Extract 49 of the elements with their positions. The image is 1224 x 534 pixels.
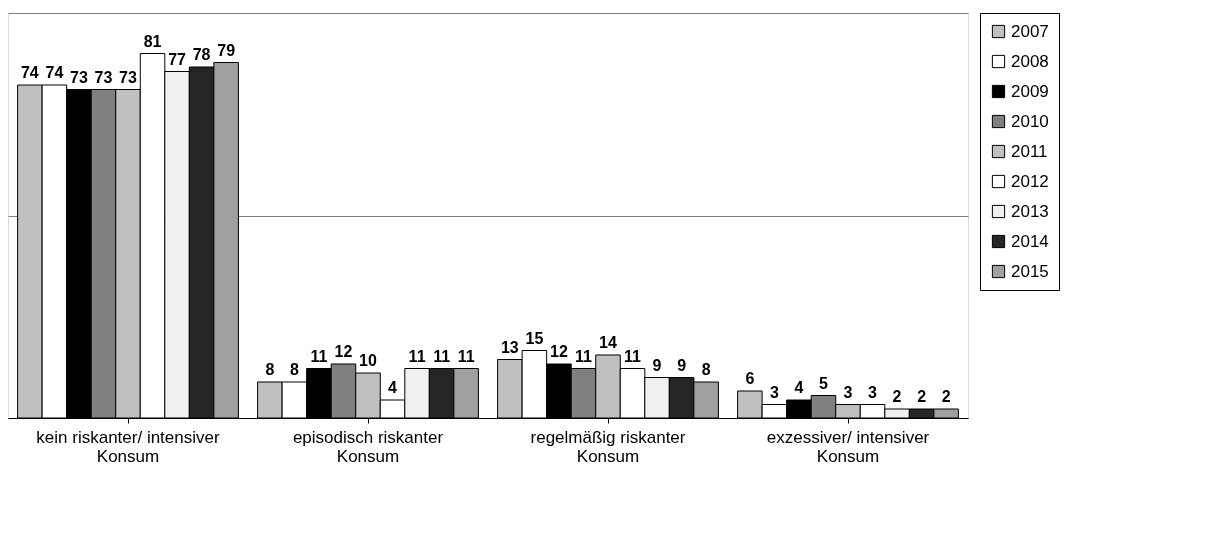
data-label: 73 [70, 68, 88, 86]
x-tick-label: regelmäßig riskanter Konsum [530, 427, 686, 466]
data-label: 4 [388, 379, 398, 396]
data-label: 8 [289, 361, 299, 378]
data-label: 10 [359, 352, 377, 369]
data-label: 8 [701, 361, 711, 378]
data-label: 11 [310, 347, 328, 365]
data-label: 78 [192, 46, 211, 63]
data-label: 6 [745, 370, 755, 387]
legend-label: 2014 [1011, 231, 1049, 251]
x-tick-label: kein riskanter/ intensiver Konsum [36, 427, 220, 466]
legend-label: 2011 [1011, 141, 1048, 161]
data-label: 3 [868, 383, 878, 401]
legend-label: 2012 [1011, 171, 1049, 191]
data-label: 9 [652, 356, 662, 374]
data-label: 3 [769, 383, 779, 401]
data-label: 73 [119, 68, 137, 86]
legend-label: 2013 [1011, 201, 1049, 221]
data-label: 2 [892, 388, 902, 405]
data-label: 73 [94, 68, 113, 86]
data-label: 14 [599, 334, 617, 351]
legend-label: 2007 [1011, 21, 1049, 41]
data-label: 74 [45, 64, 64, 81]
data-label: 15 [525, 329, 544, 347]
data-label: 11 [457, 347, 475, 365]
x-tick-label: exzessiver/ intensiver Konsum [766, 427, 930, 466]
data-label: 8 [265, 361, 275, 378]
data-label: 12 [334, 343, 353, 360]
data-label: 4 [794, 379, 804, 396]
data-label: 2 [917, 388, 927, 405]
legend-label: 2008 [1011, 51, 1049, 71]
x-tick-label: episodisch riskanter Konsum [292, 427, 444, 466]
data-label: 79 [217, 41, 236, 59]
data-label: 11 [408, 347, 426, 365]
data-label: 2 [941, 388, 951, 405]
data-label: 3 [843, 383, 853, 401]
data-label: 11 [575, 347, 593, 365]
data-label: 9 [677, 356, 687, 374]
data-label: 5 [819, 374, 829, 392]
data-label: 11 [624, 347, 642, 365]
data-label: 81 [143, 32, 162, 50]
legend-label: 2010 [1011, 111, 1049, 131]
data-label: 12 [550, 343, 568, 360]
data-label: 77 [168, 50, 187, 68]
legend-label: 2009 [1011, 81, 1049, 101]
data-label: 74 [20, 64, 39, 81]
data-label: 11 [433, 347, 451, 365]
data-label: 13 [500, 338, 519, 356]
legend-label: 2015 [1011, 261, 1049, 281]
